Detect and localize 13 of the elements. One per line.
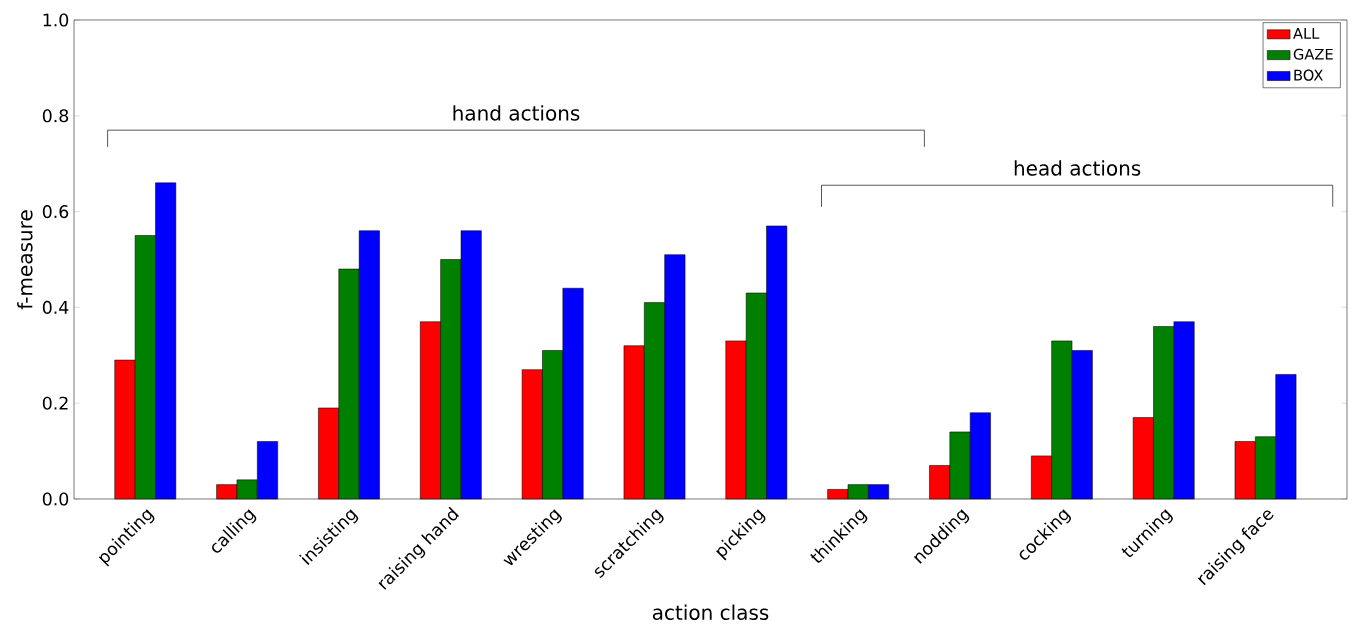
y-tick-label: 0.6 xyxy=(42,205,69,219)
y-tick-label: 1.0 xyxy=(43,13,69,27)
legend-label: ALL xyxy=(1293,28,1320,39)
y-tick-label: 0.8 xyxy=(42,109,69,123)
legend-label: GAZE xyxy=(1293,48,1333,60)
y-tick-label: 0.0 xyxy=(42,492,69,506)
legend-label: BOX xyxy=(1294,69,1323,81)
annotation: hand actions xyxy=(453,105,580,121)
y-tick-label: 0.4 xyxy=(42,300,69,314)
y-axis-title: f-measure xyxy=(17,210,33,310)
y-tick-label: 0.2 xyxy=(42,396,68,410)
x-axis-title: action class xyxy=(652,604,769,621)
annotation: head actions xyxy=(1014,160,1141,176)
